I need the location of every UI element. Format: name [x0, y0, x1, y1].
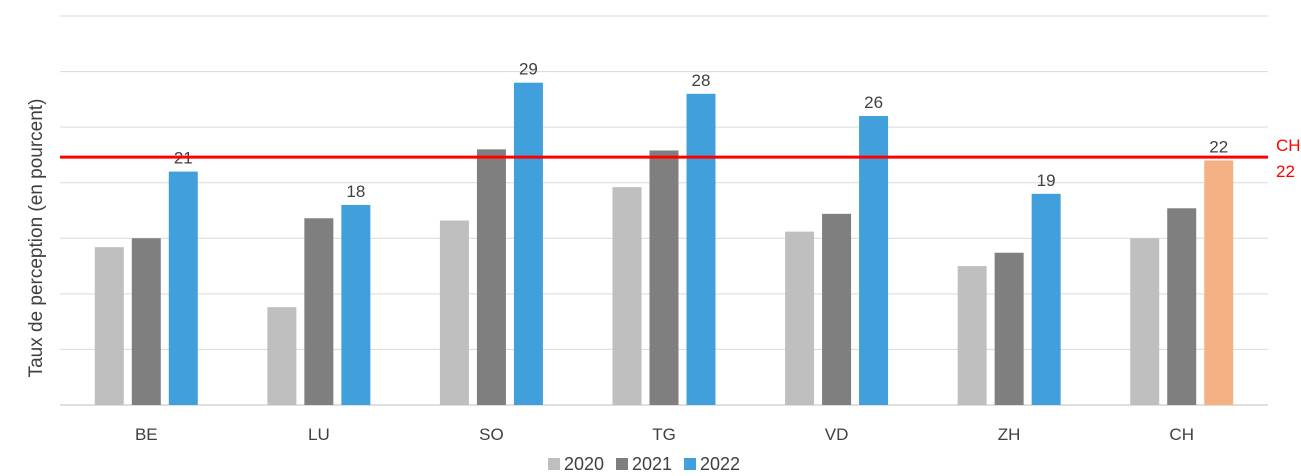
bar-ZH-2021: [994, 252, 1024, 405]
bar-LU-2022: [341, 204, 371, 405]
x-tick-TG: TG: [652, 425, 676, 444]
legend-label-2022: 2022: [700, 454, 740, 474]
bar-SO-2022: [513, 82, 543, 405]
data-label-LU-2022: 18: [346, 182, 365, 201]
bar-LU-2020: [267, 307, 297, 405]
y-axis-label: Taux de perception (en pourcent): [26, 99, 47, 378]
x-tick-LU: LU: [308, 425, 330, 444]
bar-SO-2020: [439, 220, 469, 405]
legend-swatch-2021: [616, 458, 628, 470]
bar-VD-2020: [785, 231, 815, 405]
data-label-SO-2022: 29: [519, 60, 538, 79]
x-tick-CH: CH: [1169, 425, 1194, 444]
legend-swatch-2022: [684, 458, 696, 470]
bar-VD-2021: [822, 213, 852, 405]
bar-VD-2022: [859, 116, 889, 406]
bar-BE-2021: [131, 238, 161, 405]
data-labels: 21182928261922: [174, 60, 1228, 201]
legend-label-2021: 2021: [632, 454, 672, 474]
bar-BE-2022: [168, 171, 198, 405]
bar-CH-2021: [1167, 208, 1197, 405]
bar-ZH-2020: [957, 266, 987, 405]
bar-CH-2022: [1204, 160, 1234, 405]
reference-label-value: 22: [1276, 162, 1295, 181]
bars: [94, 82, 1234, 406]
data-label-CH-2022: 22: [1209, 137, 1228, 156]
data-label-ZH-2022: 19: [1037, 171, 1056, 190]
legend: 2020 2021 2022: [548, 454, 740, 474]
bar-CH-2020: [1130, 238, 1160, 405]
x-tick-labels: BE LU SO TG VD ZH CH: [135, 425, 1194, 444]
bar-BE-2020: [94, 247, 124, 405]
x-tick-BE: BE: [135, 425, 158, 444]
legend-label-2020: 2020: [564, 454, 604, 474]
bar-LU-2021: [304, 218, 334, 405]
bar-ZH-2022: [1031, 193, 1061, 405]
bar-TG-2022: [686, 93, 716, 406]
x-tick-SO: SO: [479, 425, 504, 444]
x-tick-ZH: ZH: [998, 425, 1021, 444]
bar-TG-2020: [612, 187, 642, 405]
reference-line-group: CH 22: [60, 136, 1301, 181]
data-label-TG-2022: 28: [692, 71, 711, 90]
bar-SO-2021: [476, 149, 506, 405]
x-tick-VD: VD: [825, 425, 849, 444]
legend-swatch-2020: [548, 458, 560, 470]
data-label-VD-2022: 26: [864, 93, 883, 112]
reference-label-name: CH: [1276, 136, 1301, 155]
bar-TG-2021: [649, 150, 679, 405]
